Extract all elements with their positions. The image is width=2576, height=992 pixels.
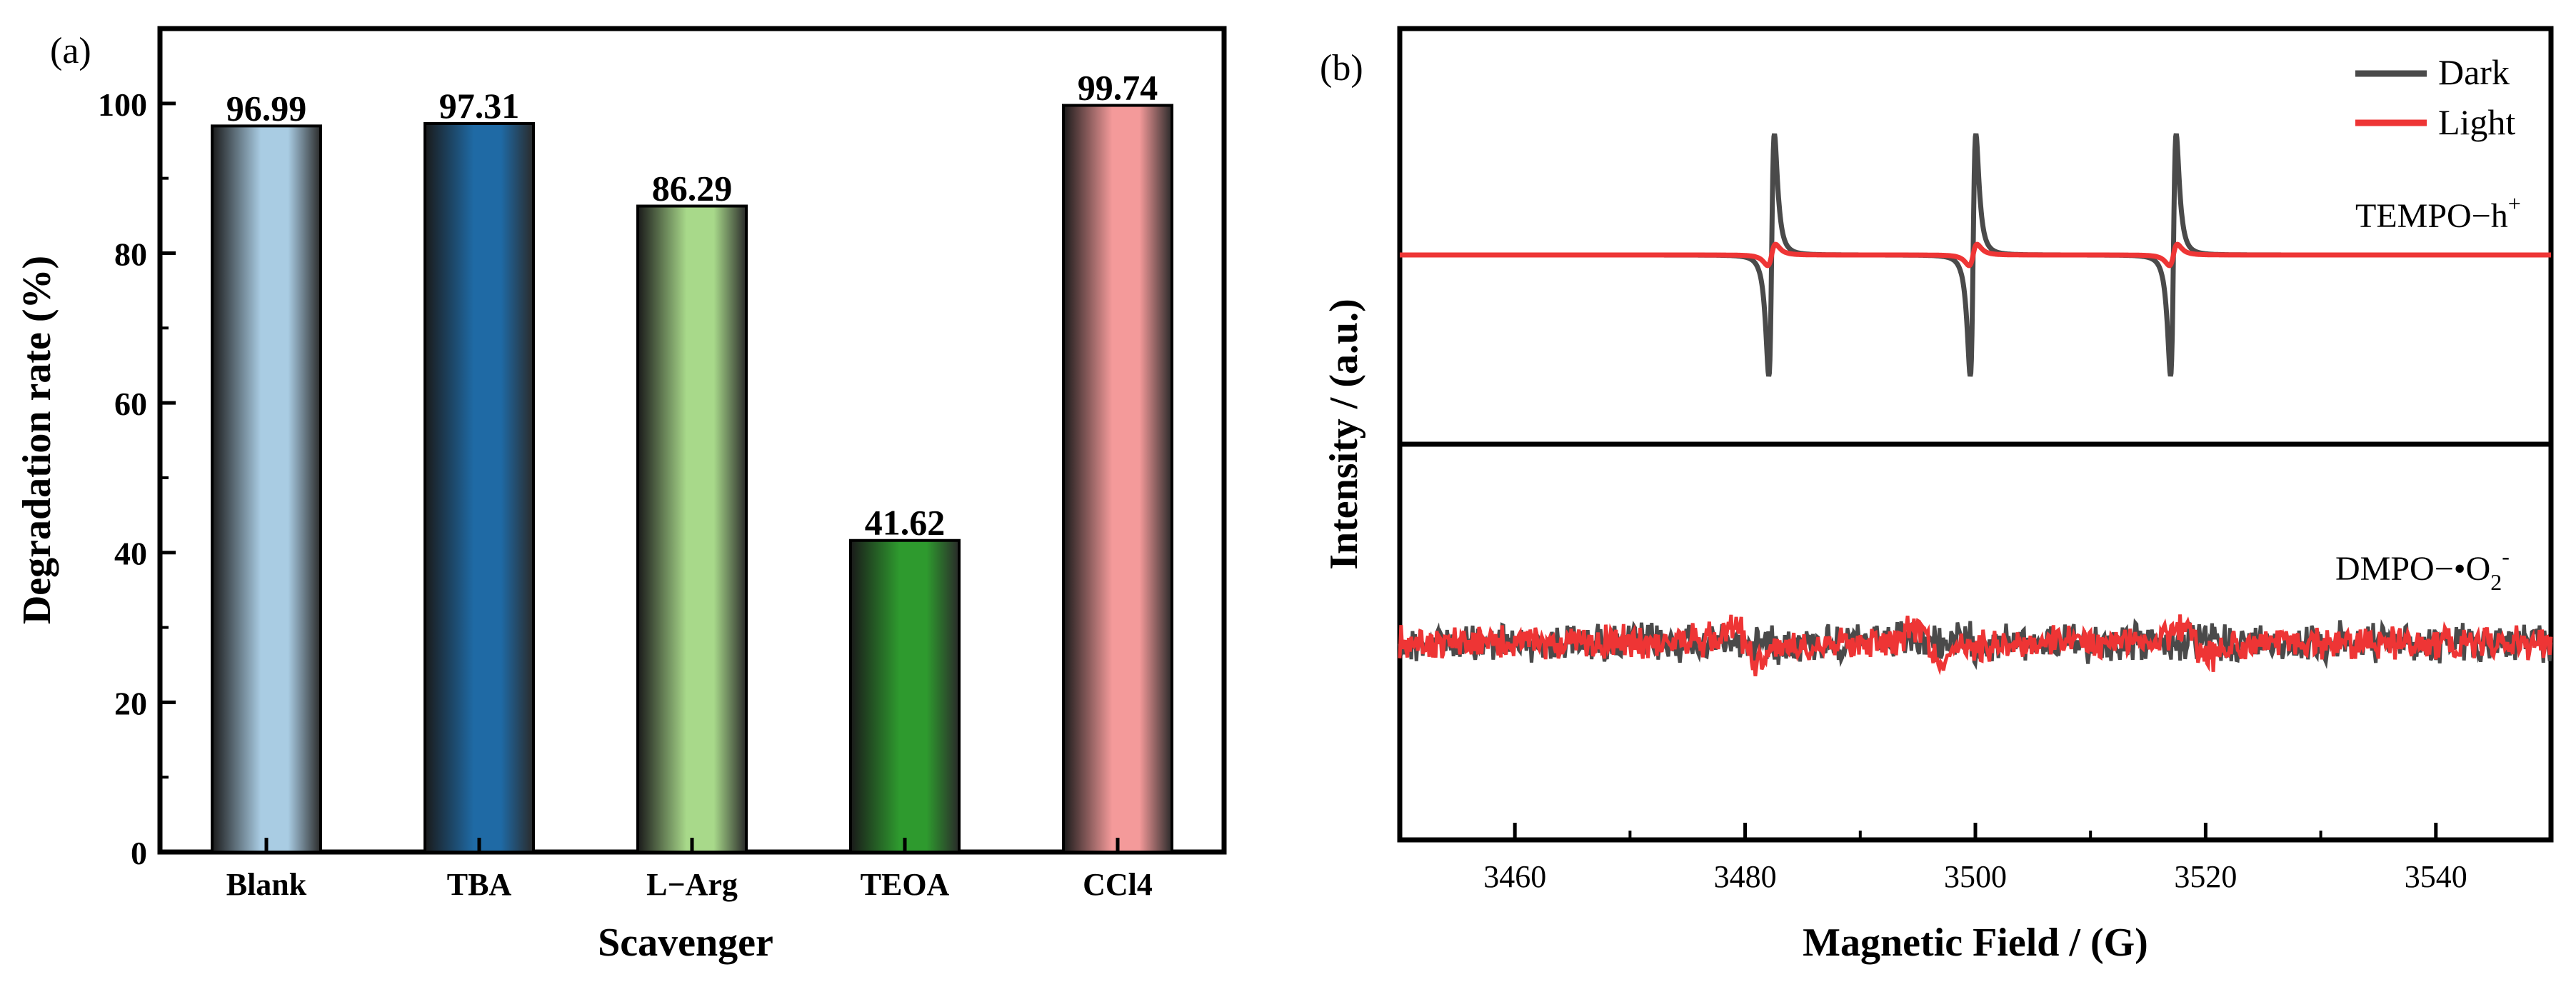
bar-value-label: 96.99 (226, 88, 307, 128)
bar-3 (849, 538, 961, 853)
panel-b-x-axis-title: Magnetic Field / (G) (1803, 921, 2148, 965)
bar-4 (1062, 104, 1173, 853)
panel-b: (b) 3460 3480 3500 3520 3540 Dark Light TEMP… (1320, 26, 2554, 965)
panel-b-x-axis: 3460 3480 3500 3520 3540 (1483, 823, 2467, 894)
panel-a-y-axis: 0 20 40 60 80 100 (98, 86, 176, 871)
dmpo-label: DMPO−•O2- (2335, 543, 2510, 595)
panel-a-y-axis-title: Degradation rate (%) (15, 256, 59, 624)
tempo-label: TEMPO−h+ (2355, 191, 2521, 235)
legend: Dark Light (2355, 52, 2515, 142)
bar-value-label: 97.31 (439, 86, 520, 126)
x-tick-label: TEOA (861, 867, 950, 902)
panel-a-label: (a) (50, 31, 91, 71)
bar-0 (211, 124, 322, 853)
bar-2 (636, 204, 748, 853)
x-tick-label: Blank (226, 867, 307, 902)
panel-b-label: (b) (1320, 48, 1363, 89)
x-tick-label: L−Arg (646, 867, 738, 902)
x-tick-label: TBA (447, 867, 512, 902)
dmpo-light-line (1398, 614, 2553, 676)
y-tick-label: 20 (114, 685, 147, 721)
legend-label-light: Light (2438, 102, 2515, 142)
y-tick-label: 0 (131, 835, 147, 871)
panel-a-x-axis-title: Scavenger (598, 921, 773, 965)
legend-label-dark: Dark (2438, 52, 2510, 92)
y-tick-label: 100 (98, 86, 147, 123)
y-tick-label: 60 (114, 386, 147, 422)
y-tick-label: 80 (114, 236, 147, 272)
x-tick-label: 3500 (1944, 859, 2007, 894)
bar-value-label: 41.62 (865, 503, 946, 543)
bar-value-label: 99.74 (1078, 68, 1158, 108)
y-tick-label: 40 (114, 536, 147, 572)
panel-b-series (1398, 133, 2553, 676)
x-tick-label: 3460 (1483, 859, 1546, 894)
bar-value-label: 86.29 (652, 169, 733, 209)
panel-b-y-axis-title: Intensity / (a.u.) (1322, 299, 1366, 570)
x-tick-label: 3480 (1714, 859, 1777, 894)
bar-1 (424, 122, 535, 853)
panel-a-x-axis: Blank TBA L−Arg TEOA CCl4 (226, 838, 1153, 902)
panel-a-bars: 96.99 97.31 86.29 41.62 99.74 (211, 68, 1173, 853)
x-tick-label: 3540 (2405, 859, 2467, 894)
tempo-light-line (1400, 241, 2551, 269)
panel-a: (a) 0 20 40 60 80 100 96.99 97.31 86.29 41.62 99.… (15, 26, 1227, 965)
x-tick-label: 3520 (2174, 859, 2237, 894)
x-tick-label: CCl4 (1083, 867, 1153, 902)
